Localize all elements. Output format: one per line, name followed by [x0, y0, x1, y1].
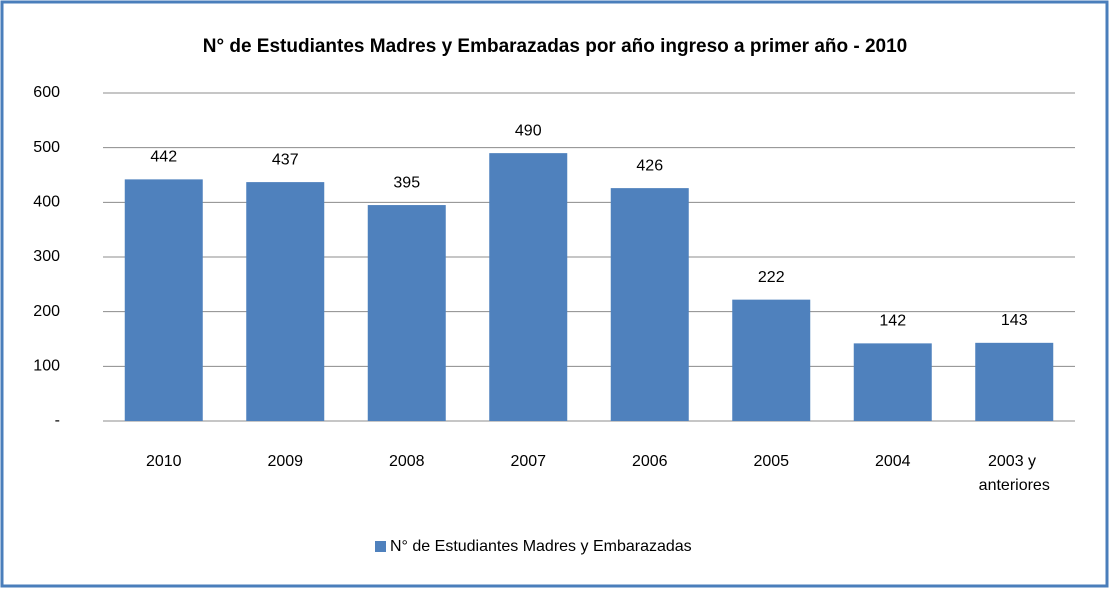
bar [124, 179, 203, 421]
y-tick-label: 500 [33, 139, 60, 156]
data-label: 426 [636, 157, 663, 174]
data-label: 490 [515, 122, 542, 139]
x-tick-label: 2009 [267, 453, 303, 470]
y-tick-label: 600 [33, 84, 60, 101]
data-label: 143 [1001, 312, 1028, 329]
y-tick-label: 400 [33, 194, 60, 211]
bar [975, 342, 1054, 421]
x-tick-label: 2010 [146, 453, 182, 470]
chart-title: N° de Estudiantes Madres y Embarazadas p… [203, 36, 908, 57]
bar [732, 299, 811, 421]
x-tick-label: 2007 [510, 453, 546, 470]
bar [367, 205, 446, 421]
bar [853, 343, 932, 421]
x-tick-label: 2008 [389, 453, 425, 470]
x-tick-label: 2004 [875, 453, 911, 470]
data-label: 222 [758, 269, 785, 286]
legend-marker [375, 541, 386, 552]
data-label: 142 [879, 313, 906, 330]
bar [246, 182, 325, 421]
y-tick-label: 100 [33, 358, 60, 375]
bar [489, 153, 568, 421]
y-tick-label: 200 [33, 303, 60, 320]
x-tick-label-line: anteriores [979, 477, 1050, 494]
data-label: 437 [272, 151, 299, 168]
y-tick-label: 300 [33, 248, 60, 265]
data-label: 395 [393, 174, 420, 191]
x-tick-label: 2005 [753, 453, 789, 470]
data-label: 442 [150, 149, 177, 166]
legend-label: N° de Estudiantes Madres y Embarazadas [390, 538, 692, 555]
bar [610, 188, 689, 421]
x-tick-label: 2003 y anteriores [979, 453, 1050, 494]
y-tick-label: - [55, 412, 60, 429]
x-tick-label: 2006 [632, 453, 668, 470]
x-tick-label-line: 2003 y [988, 453, 1040, 470]
